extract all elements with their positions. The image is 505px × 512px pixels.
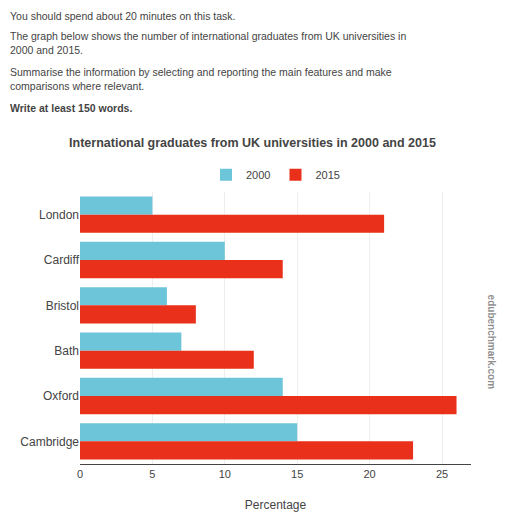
svg-text:Cardiff: Cardiff <box>44 253 80 267</box>
svg-text:Write at least 150 words.: Write at least 150 words. <box>10 102 132 114</box>
svg-text:5: 5 <box>149 468 155 480</box>
svg-text:Bristol: Bristol <box>46 299 79 313</box>
svg-text:The graph below shows the numb: The graph below shows the number of inte… <box>10 30 406 56</box>
svg-text:Cambridge: Cambridge <box>20 435 79 449</box>
svg-text:International graduates from U: International graduates from UK universi… <box>69 136 436 150</box>
svg-text:15: 15 <box>291 468 303 480</box>
svg-text:Summarise the information by s: Summarise the information by selecting a… <box>10 66 392 92</box>
svg-text:0: 0 <box>77 468 83 480</box>
svg-text:Bath: Bath <box>54 344 79 358</box>
svg-text:You should spend about 20 minu: You should spend about 20 minutes on thi… <box>10 10 236 22</box>
svg-text:Percentage: Percentage <box>245 498 307 512</box>
svg-text:25: 25 <box>436 468 448 480</box>
svg-text:Oxford: Oxford <box>43 389 79 403</box>
svg-text:2000: 2000 <box>246 169 270 181</box>
svg-text:10: 10 <box>219 468 231 480</box>
svg-text:London: London <box>39 208 79 222</box>
svg-text:2015: 2015 <box>315 169 339 181</box>
svg-text:edubenchmark.com: edubenchmark.com <box>486 295 497 390</box>
svg-text:20: 20 <box>364 468 376 480</box>
